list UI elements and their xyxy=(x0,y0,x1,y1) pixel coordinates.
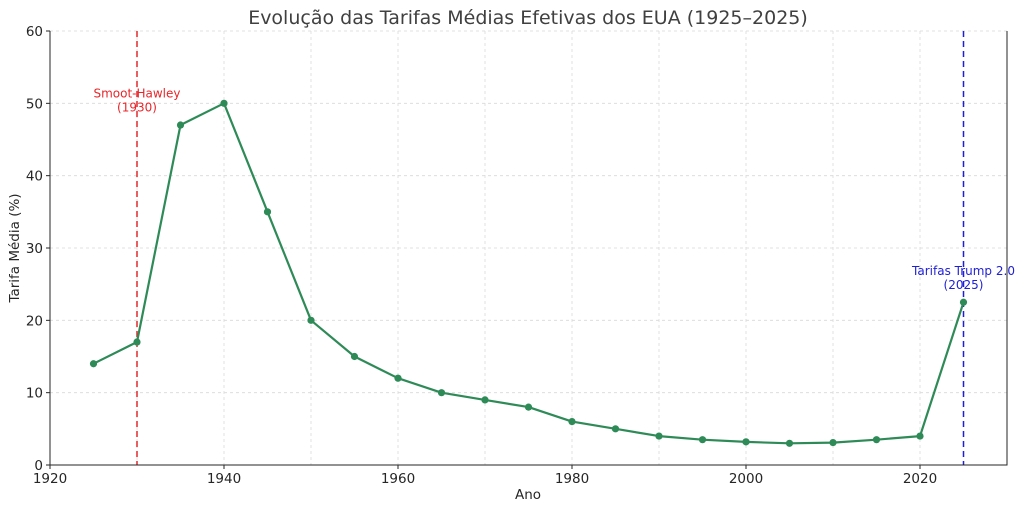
data-point xyxy=(89,360,98,368)
x-tick-label: 1940 xyxy=(207,471,241,487)
annotation-label-0-line2: (1930) xyxy=(117,101,157,115)
annotation-labels: Smoot-Hawley(1930) Tarifas Trump 2.0(2025… xyxy=(93,87,1014,292)
data-point xyxy=(742,438,750,446)
chart-title: Evolução das Tarifas Médias Efetivas dos… xyxy=(248,7,808,29)
annotation-lines xyxy=(136,31,965,465)
y-tick-label: 30 xyxy=(26,241,43,257)
y-tick-label: 10 xyxy=(26,386,43,402)
data-point xyxy=(698,436,707,444)
annotation-label-0-line1: Smoot-Hawley xyxy=(93,87,180,101)
data-point xyxy=(785,439,794,447)
data-point xyxy=(176,121,185,129)
x-tick-label: 2000 xyxy=(729,471,763,487)
annotation-label-1-line1: Tarifas Trump 2.0 xyxy=(911,264,1015,278)
y-tick-label: 20 xyxy=(26,313,43,329)
x-tick-label: 1920 xyxy=(33,471,67,487)
data-point xyxy=(263,208,272,216)
axes-frame xyxy=(49,31,1008,466)
data-point xyxy=(350,352,359,361)
data-point xyxy=(959,298,968,306)
y-tick-label: 50 xyxy=(26,96,43,112)
data-point xyxy=(133,338,141,346)
x-axis-label: Ano xyxy=(515,487,541,503)
data-point xyxy=(481,396,489,404)
x-tick-label: 1960 xyxy=(381,471,415,487)
y-axis-label: Tarifa Média (%) xyxy=(7,193,23,303)
annotation-label-1-line2: (2025) xyxy=(944,278,984,292)
data-point xyxy=(872,436,881,444)
y-tick-label: 0 xyxy=(34,458,43,474)
data-point xyxy=(568,418,576,426)
x-tick-label: 2020 xyxy=(903,471,937,487)
data-point xyxy=(916,432,924,440)
data-point xyxy=(220,99,228,107)
series xyxy=(89,99,968,447)
axes: 1920 1940 1960 1980 2000 2020 0 10 20 30 40 50 60 xyxy=(26,24,1008,487)
grid xyxy=(49,30,1008,466)
x-tick-label: 1980 xyxy=(555,471,589,487)
data-point xyxy=(829,438,837,447)
data-point xyxy=(394,374,402,382)
data-point xyxy=(307,316,315,324)
y-tick-label: 40 xyxy=(26,169,43,185)
data-point xyxy=(655,432,663,440)
data-point xyxy=(524,403,533,411)
data-point xyxy=(437,389,446,397)
data-point xyxy=(611,425,620,433)
y-tick-label: 60 xyxy=(26,24,43,40)
